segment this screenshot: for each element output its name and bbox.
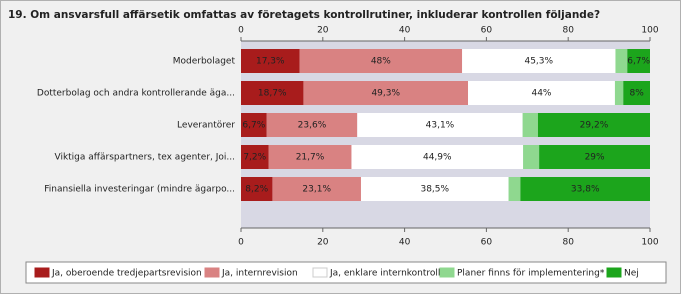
bar-segment [360,177,509,201]
bar-segment [537,113,650,137]
bar-segment [303,81,469,105]
bar-segment [468,81,615,105]
y-tick-label: Dotterbolag och andra kontrollerande äga… [37,89,235,99]
data-label: 49,3% [371,89,400,99]
bar-segment [623,81,650,105]
data-label: 44,9% [423,153,452,163]
x-tick-label: 60 [481,238,493,248]
bar-segment [351,145,524,169]
x-tick-label: 0 [238,238,244,248]
data-label: 6,7% [627,57,650,67]
x-tick-label: 100 [641,238,658,248]
x-tick-label: 0 [238,26,244,36]
bar-segment [508,177,521,201]
bar-segment [357,113,523,137]
bar-segment [241,49,300,73]
legend [25,261,667,284]
y-tick-label: Leverantörer [177,121,235,131]
legend-label: Nej [624,269,639,279]
x-tick-label: 80 [562,26,574,36]
x-tick-label: 60 [481,26,493,36]
bar-segment [241,113,267,137]
data-label: 6,7% [242,121,265,131]
bar-segment [539,145,650,169]
data-label: 38,5% [420,185,449,195]
bar-segment [522,113,538,137]
legend-label: Planer finns för implementering* [457,269,605,279]
data-label: 33,8% [571,185,600,195]
legend-swatch [312,267,328,278]
x-tick-label: 80 [562,238,574,248]
data-label: 7,2% [243,153,266,163]
x-tick-label: 100 [641,26,658,36]
x-tick-label: 20 [317,238,329,248]
bar-segment [627,49,650,73]
legend-swatch [204,267,220,278]
data-label: 48% [371,57,391,67]
data-label: 17,3% [256,57,285,67]
data-label: 23,1% [302,185,331,195]
legend-swatch [34,267,50,278]
bar-segment [299,49,463,73]
y-tick-label: Moderbolaget [173,57,236,67]
data-label: 44% [531,89,551,99]
data-label: 18,7% [258,89,287,99]
bar-segment [520,177,650,201]
data-label: 45,3% [524,57,553,67]
bar-segment [614,81,624,105]
data-label: 29% [585,153,605,163]
data-label: 29,2% [580,121,609,131]
x-tick-label: 40 [399,238,411,248]
legend-swatch [439,267,455,278]
x-tick-label: 40 [399,26,411,36]
chart-title: 19. Om ansvarsfull affärsetik omfattas a… [8,9,600,21]
bar-segment [266,113,358,137]
bar-segment [241,81,304,105]
data-label: 23,6% [298,121,327,131]
bar-segment [462,49,616,73]
bar-segment [241,177,273,201]
bar-segment [241,145,269,169]
bar-segment [523,145,540,169]
data-label: 8,2% [245,185,268,195]
bar-segment [268,145,352,169]
data-label: 8% [630,89,645,99]
data-label: 21,7% [296,153,325,163]
y-tick-label: Finansiella investeringar (mindre ägarpo… [44,185,235,195]
bar-segment [615,49,628,73]
legend-swatch [606,267,622,278]
bar-segment [272,177,361,201]
data-label: 43,1% [426,121,455,131]
legend-label: Ja, internrevision [221,269,298,279]
legend-label: Ja, oberoende tredjepartsrevision [51,269,202,279]
legend-label: Ja, enklare internkontroll [329,269,440,279]
x-tick-label: 20 [317,26,329,36]
y-tick-label: Viktiga affärspartners, tex agenter, Joi… [54,153,235,163]
